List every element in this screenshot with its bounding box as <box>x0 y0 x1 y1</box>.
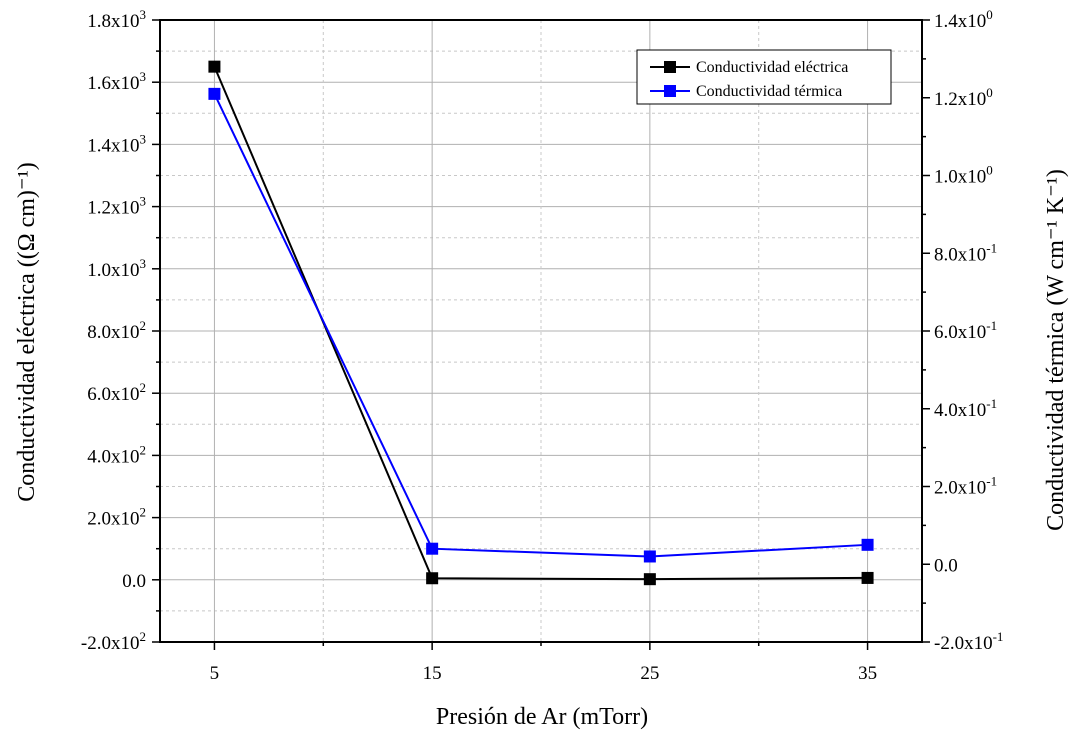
data-point <box>643 573 656 586</box>
y-left-tick-label: 0.0 <box>122 571 146 592</box>
legend-marker-electrica <box>664 61 676 73</box>
y-right-tick-label: 8.0x10-1 <box>934 240 997 265</box>
data-point <box>208 60 221 73</box>
legend-marker-termica <box>664 85 676 97</box>
y-left-tick-label: 1.2x103 <box>87 194 146 219</box>
data-point <box>861 538 874 551</box>
legend-box <box>636 49 892 105</box>
y-right-tick-label: 0.0 <box>934 555 958 576</box>
y-left-tick-label: 1.8x103 <box>87 7 146 32</box>
x-tick-label: 15 <box>423 663 442 684</box>
y-left-tick-label: 2.0x102 <box>87 505 146 530</box>
y-right-tick-label: -2.0x10-1 <box>934 629 1003 654</box>
y-left-tick-label: 8.0x102 <box>87 318 146 343</box>
legend-label-electrica: Conductividad eléctrica <box>696 59 848 76</box>
axes <box>152 19 930 650</box>
x-axis-title: Presión de Ar (mTorr) <box>436 704 648 730</box>
y-left-tick-label: 1.0x103 <box>87 256 146 281</box>
x-tick-label: 35 <box>858 663 877 684</box>
y-left-tick-label: 1.4x103 <box>87 131 146 156</box>
data-point <box>861 571 874 584</box>
y-right-tick-label: 2.0x10-1 <box>934 474 997 499</box>
y-axis-left-title: Conductividad eléctrica ((Ω cm)⁻¹) <box>14 162 40 502</box>
y-left-tick-label: 1.6x103 <box>87 69 146 94</box>
y-left-tick-label: 6.0x102 <box>87 380 146 405</box>
series-markers <box>208 60 874 586</box>
y-left-tick-label: 4.0x102 <box>87 442 146 467</box>
legend-label-termica: Conductividad térmica <box>696 83 842 100</box>
x-tick-label: 5 <box>210 663 220 684</box>
y-left-tick-label: -2.0x102 <box>81 629 146 654</box>
data-point <box>426 542 439 555</box>
x-tick-label: 25 <box>640 663 659 684</box>
series-line-1 <box>213 93 868 558</box>
y-right-tick-label: 1.2x100 <box>934 85 993 110</box>
legend: Conductividad eléctrica Conductividad té… <box>636 49 892 105</box>
data-point <box>643 550 656 563</box>
data-point <box>208 87 221 100</box>
tick-labels: 1.8x103 1.6x103 1.4x103 1.2x103 1.0x103 8.0x1… <box>81 7 1004 684</box>
y-right-tick-label: 4.0x10-1 <box>934 396 997 421</box>
y-right-tick-label: 1.4x100 <box>934 7 993 32</box>
y-right-tick-label: 6.0x10-1 <box>934 318 997 343</box>
data-point <box>426 572 439 585</box>
series-lines <box>213 66 868 581</box>
y-right-tick-label: 1.0x100 <box>934 163 993 188</box>
y-axis-right-title: Conductividad térmica (W cm⁻¹ K⁻¹) <box>1043 169 1069 531</box>
